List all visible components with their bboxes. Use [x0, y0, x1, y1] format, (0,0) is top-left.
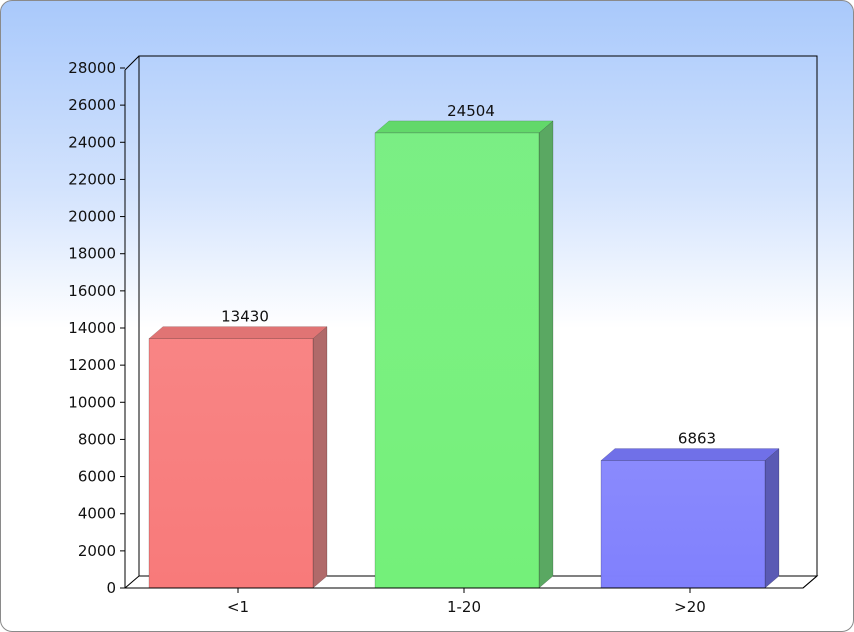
y-tick-label: 24000 [68, 133, 116, 151]
x-tick-label: <1 [227, 598, 249, 616]
y-tick-label: 6000 [78, 468, 116, 486]
bar-value-label: 6863 [678, 430, 716, 448]
bar-side [538, 120, 554, 589]
y-tick-label: 28000 [68, 59, 116, 77]
y-tick-label: 2000 [78, 542, 116, 560]
y-tick-label: 20000 [68, 208, 116, 226]
bar-top [148, 326, 328, 339]
plot-back-wall [138, 55, 818, 576]
bar-top [374, 120, 554, 134]
y-tick-label: 16000 [68, 282, 116, 300]
y-tick-label: 8000 [78, 430, 116, 448]
y-tick-label: 26000 [68, 96, 116, 114]
y-tick-label: 18000 [68, 245, 116, 263]
x-tick-label: 1-20 [447, 598, 481, 616]
bar-value-label: 13430 [221, 308, 269, 326]
y-axis-top-connector [124, 55, 140, 71]
y-tick-label: 22000 [68, 170, 116, 188]
y-tick-label: 12000 [68, 356, 116, 374]
y-tick-label: 14000 [68, 319, 116, 337]
bar-top [600, 448, 780, 461]
bar [600, 460, 766, 589]
y-tick-label: 4000 [78, 505, 116, 523]
x-tick-label: >20 [674, 598, 706, 616]
bar [148, 338, 314, 589]
bar-side [764, 448, 780, 589]
bar-value-label: 24504 [447, 102, 495, 120]
y-tick-label: 0 [106, 579, 116, 597]
bar [374, 132, 540, 589]
bar-side [312, 326, 328, 589]
y-tick-label: 10000 [68, 393, 116, 411]
x-axis-right-connector [802, 575, 818, 589]
